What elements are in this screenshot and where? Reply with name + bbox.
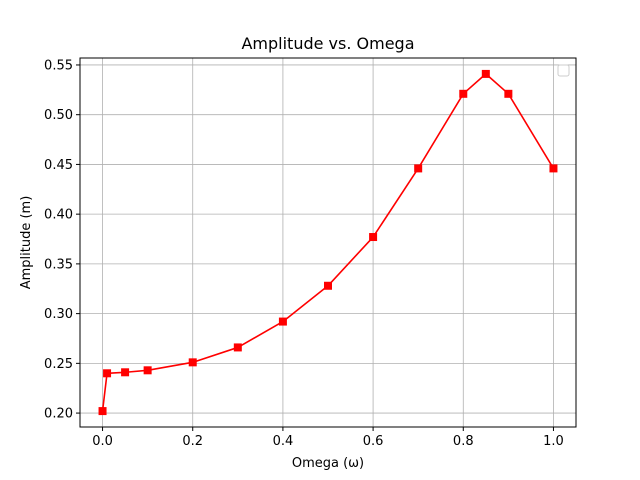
data-point-marker [121,368,130,377]
x-tick-label: 1.0 [543,434,564,449]
plot-area [80,58,576,427]
y-tick-label: 0.20 [44,407,73,422]
x-tick-label: 0.0 [92,434,113,449]
y-tick-label: 0.55 [44,58,73,73]
legend-box [557,64,570,77]
y-tick-label: 0.40 [44,208,73,223]
data-point-marker [459,89,468,98]
x-axis-ticks: 0.0 0.2 0.4 0.6 0.8 1.0 [92,427,564,449]
plot-frame [79,57,577,428]
x-tick-label: 0.2 [182,434,203,449]
y-axis-ticks: 0.20 0.25 0.30 0.35 0.40 0.45 0.50 0.55 [44,58,80,422]
y-tick-label: 0.35 [44,257,73,272]
grid [80,58,576,427]
y-tick-label: 0.45 [44,158,73,173]
data-point-marker [143,366,152,375]
data-point-marker [278,317,287,326]
data-point-marker [481,69,490,78]
data-point-marker [103,369,112,378]
data-point-marker [233,343,242,352]
x-tick-label: 0.4 [273,434,294,449]
x-tick-label: 0.6 [363,434,384,449]
data-point-marker [549,164,558,173]
y-tick-label: 0.30 [44,307,73,322]
y-axis-label: Amplitude (m) [19,196,34,290]
y-tick-label: 0.50 [44,108,73,123]
y-tick-label: 0.25 [44,357,73,372]
x-tick-label: 0.8 [453,434,474,449]
chart-title: Amplitude vs. Omega [241,34,414,53]
data-point-marker [98,407,107,416]
data-point-marker [414,164,423,173]
data-point-marker [369,233,378,242]
series-group [98,69,558,416]
data-point-marker [188,358,197,367]
data-point-marker [504,89,513,98]
data-point-marker [324,281,332,290]
x-axis-label: Omega (ω) [292,456,364,471]
